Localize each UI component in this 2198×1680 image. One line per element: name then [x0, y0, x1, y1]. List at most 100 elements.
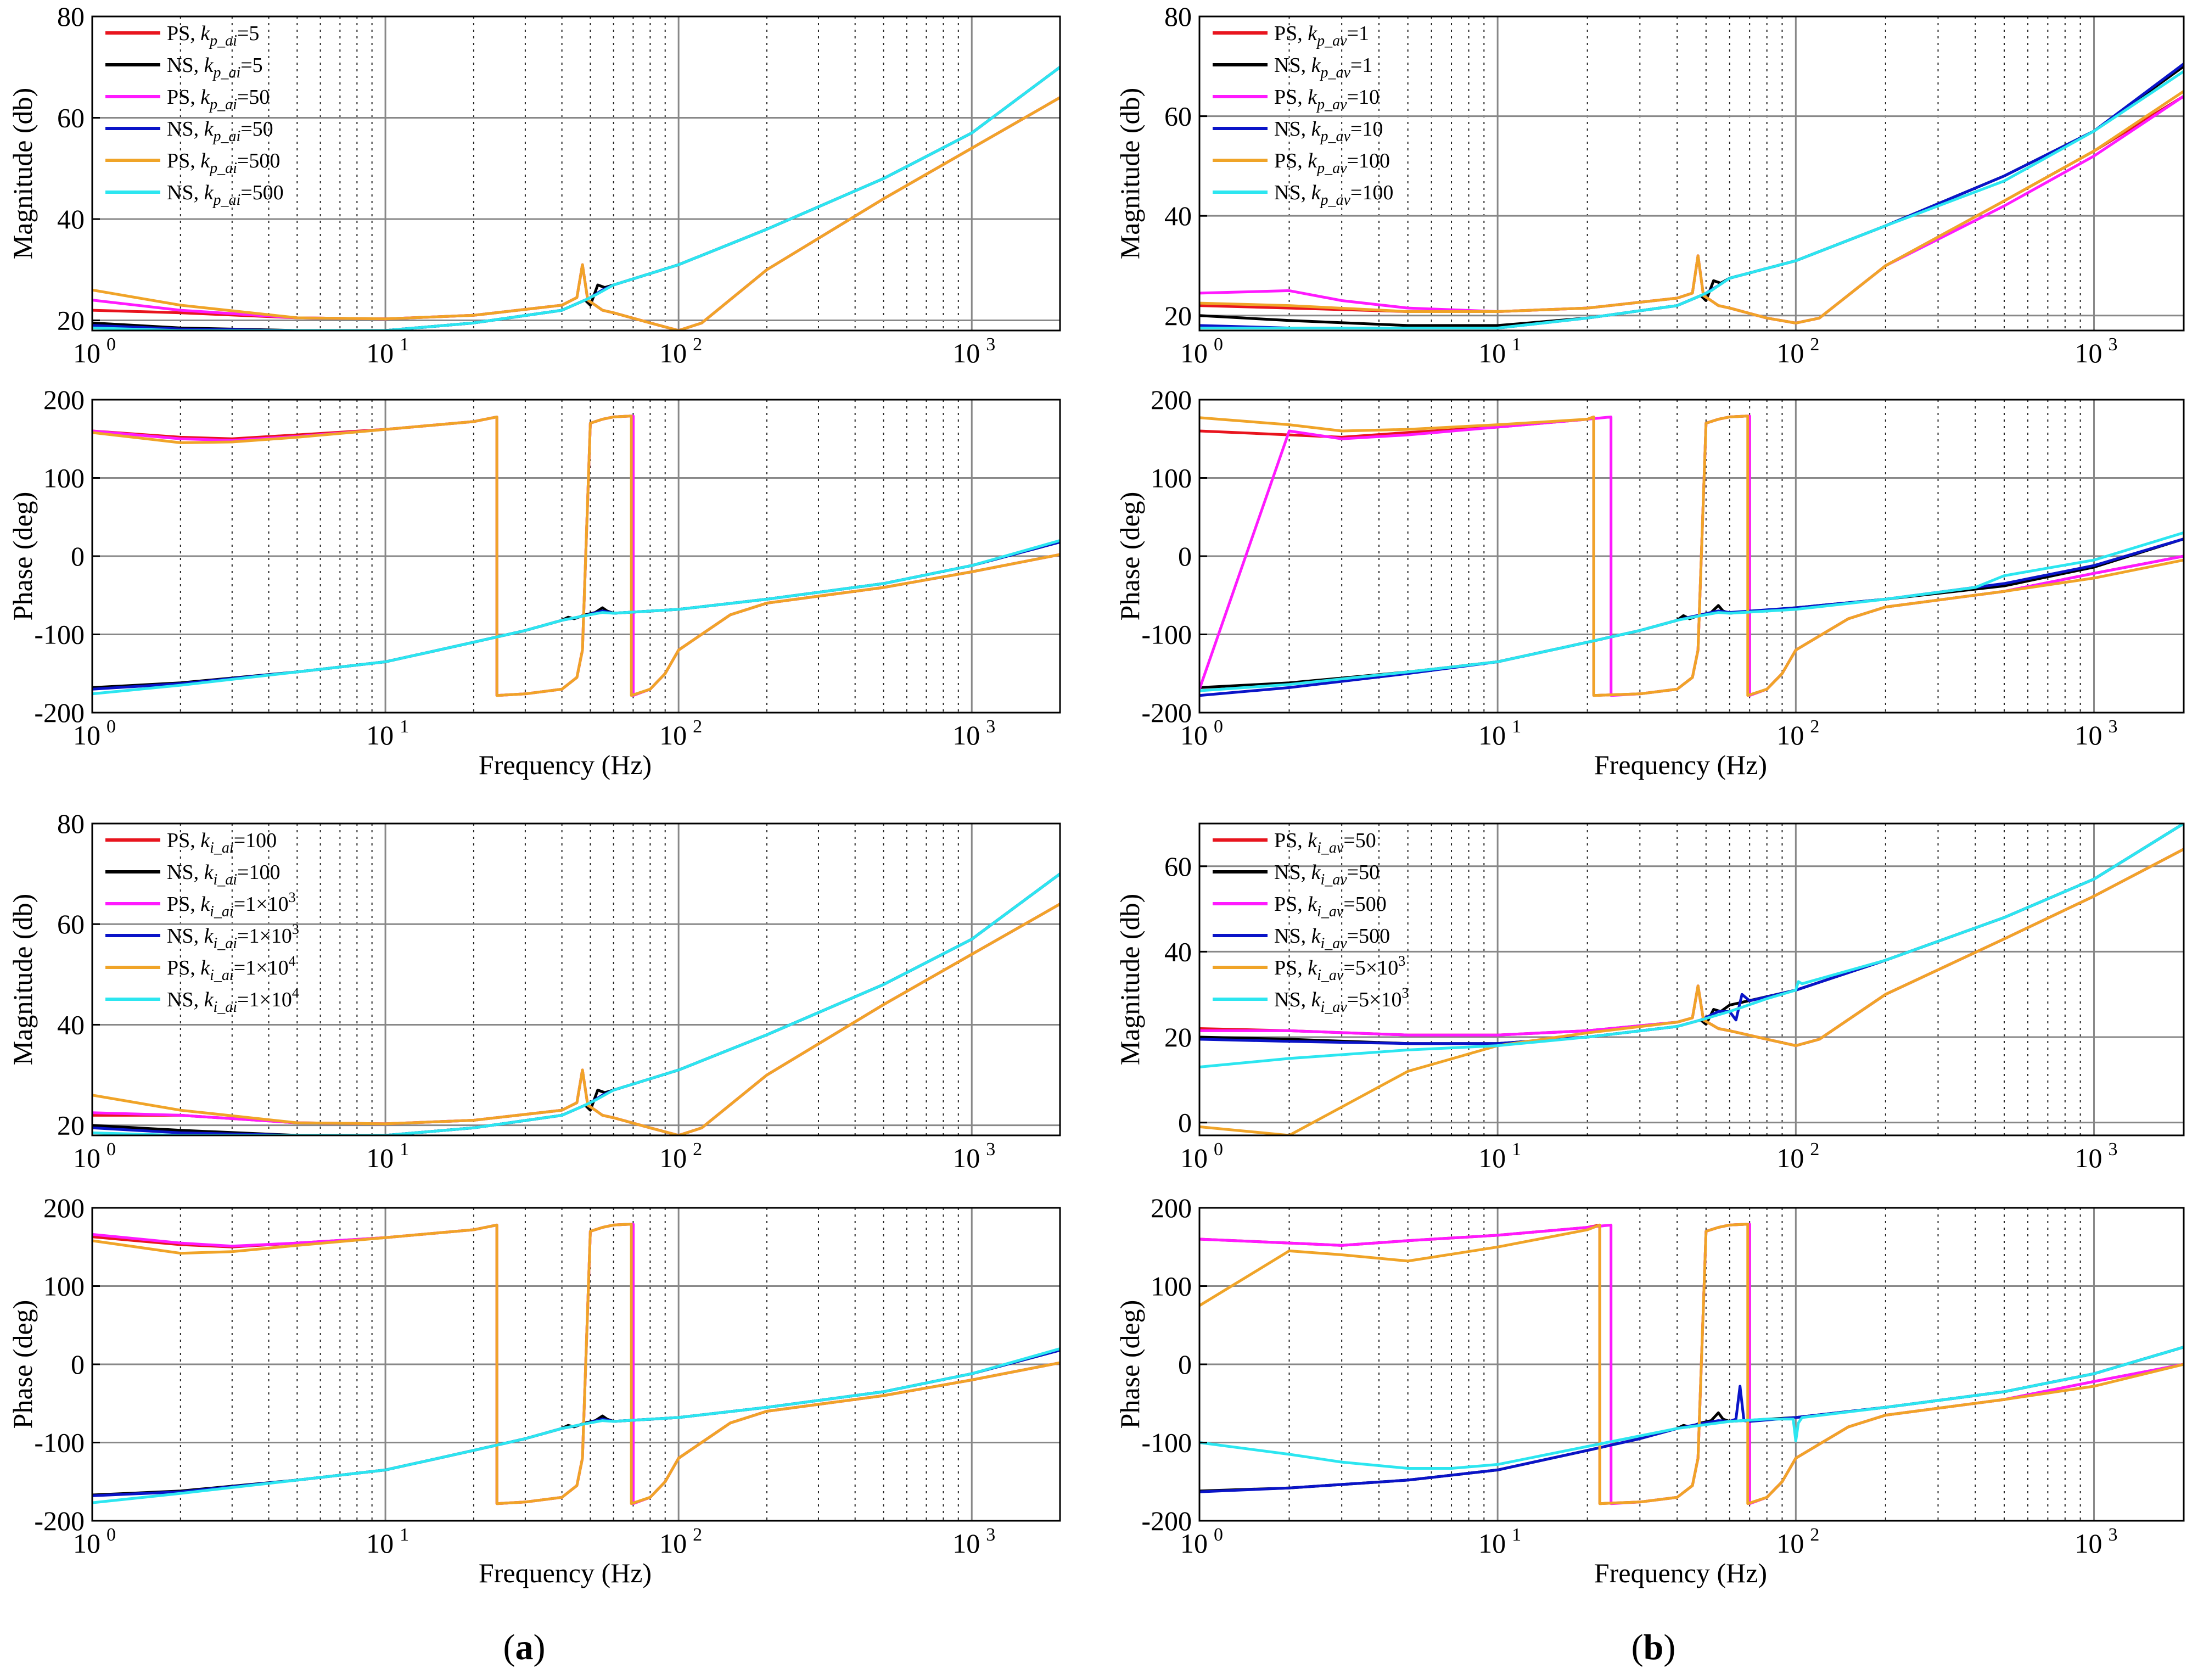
y-tick-label: 200: [43, 1192, 85, 1223]
series-group: [1199, 1223, 2184, 1505]
x-tick-label: 10: [2074, 1143, 2102, 1173]
x-tick-exponent: 3: [986, 334, 995, 355]
y-axis-label: Phase (deg): [1114, 492, 1145, 621]
y-tick-label: 20: [57, 1110, 85, 1141]
caption-b: (b): [1631, 1627, 1676, 1667]
x-tick-exponent: 2: [693, 334, 702, 355]
y-tick-label: 80: [1164, 1, 1192, 32]
x-tick-label: 10: [659, 1528, 687, 1559]
series-line-6: [1199, 824, 2184, 1068]
x-tick-exponent: 2: [693, 1525, 702, 1545]
x-tick-label: 10: [2074, 338, 2102, 368]
legend-entry: PS, ki_ai​=1×104​: [167, 953, 296, 984]
legend-entry: PS, kp_ai​=5: [167, 22, 259, 49]
x-tick-label: 10: [2074, 1528, 2102, 1559]
x-tick-exponent: 1: [400, 334, 409, 355]
y-tick-label: -200: [1141, 1505, 1192, 1536]
x-tick-label: 10: [1776, 1143, 1804, 1173]
series-line-5: [92, 903, 1060, 1135]
x-tick-label: 10: [1478, 1143, 1506, 1173]
x-tick-label: 10: [366, 1528, 394, 1559]
y-tick-label: 200: [1151, 1192, 1192, 1223]
x-tick-label: 10: [1180, 1528, 1208, 1559]
x-tick-label: 10: [1478, 720, 1506, 751]
x-tick-label: 10: [952, 1143, 980, 1173]
x-tick-label: 10: [366, 1143, 394, 1173]
legend-entry: PS, ki_ai​=100: [167, 829, 277, 856]
y-axis-label: Phase (deg): [7, 1300, 38, 1429]
x-tick-label: 10: [1478, 338, 1506, 368]
x-tick-exponent: 1: [400, 1139, 409, 1160]
series-line-6: [1199, 531, 2184, 692]
x-axis-label: Frequency (Hz): [479, 749, 652, 780]
legend: PS, kp_av​=1 NS, kp_av​=1 PS, kp_av​=10 NS,…: [1213, 22, 1393, 209]
legend-entry: NS, ki_av​=500: [1274, 925, 1390, 952]
x-tick-label: 10: [1180, 1143, 1208, 1173]
x-tick-exponent: 0: [106, 716, 116, 737]
legend: PS, kp_ai​=5 NS, kp_ai​=5 PS, kp_ai​=50 NS,…: [105, 22, 284, 209]
legend-entry: PS, ki_ai​=1×103​: [167, 889, 296, 920]
y-tick-label: 0: [1178, 1107, 1192, 1138]
y-tick-label: 100: [1151, 463, 1192, 494]
x-tick-label: 10: [366, 338, 394, 368]
x-axis-label: Frequency (Hz): [1594, 749, 1767, 780]
series-line-6: [1199, 70, 2184, 329]
x-tick-exponent: 3: [2108, 1525, 2117, 1545]
x-tick-label: 10: [952, 720, 980, 751]
x-tick-exponent: 0: [1214, 716, 1223, 737]
x-tick-label: 10: [1776, 1528, 1804, 1559]
legend-entry: PS, kp_ai​=500: [167, 149, 280, 177]
x-tick-exponent: 3: [2108, 716, 2117, 737]
x-tick-label: 10: [366, 720, 394, 751]
y-axis-label: Phase (deg): [7, 492, 38, 621]
y-tick-label: 200: [43, 384, 85, 415]
x-tick-exponent: 3: [2108, 1139, 2117, 1160]
legend-entry: NS, ki_ai​=1×104​: [167, 985, 299, 1016]
legend-entry: NS, ki_av​=5×103​: [1274, 985, 1409, 1016]
y-tick-label: 0: [71, 1349, 85, 1380]
series-line-6: [92, 66, 1060, 331]
legend-entry: NS, ki_ai​=100: [167, 861, 280, 888]
y-tick-label: 40: [1164, 200, 1192, 231]
x-tick-exponent: 1: [1512, 716, 1521, 737]
legend-entry: PS, ki_av​=5×103​: [1274, 953, 1405, 984]
plot-frame: [91, 15, 1061, 332]
series-line-5: [1199, 90, 2184, 324]
y-axis-label: Phase (deg): [1114, 1300, 1145, 1429]
y-tick-label: 60: [57, 103, 85, 133]
x-tick-label: 10: [73, 1528, 100, 1559]
y-tick-label: -200: [34, 1505, 85, 1536]
x-tick-exponent: 3: [2108, 334, 2117, 355]
plot-area: [92, 824, 1060, 1135]
x-tick-label: 10: [1776, 720, 1804, 751]
series-line-6: [92, 1347, 1060, 1504]
legend-entry: NS, kp_av​=100: [1274, 181, 1393, 209]
x-tick-exponent: 0: [106, 1525, 116, 1545]
y-tick-label: 0: [1178, 541, 1192, 572]
x-tick-exponent: 1: [400, 1525, 409, 1545]
series-line-5: [1199, 415, 2184, 697]
x-tick-label: 10: [1180, 720, 1208, 751]
x-tick-exponent: 2: [693, 1139, 702, 1160]
x-tick-label: 10: [659, 1143, 687, 1173]
x-tick-exponent: 0: [106, 334, 116, 355]
series-line-5: [92, 96, 1060, 331]
x-tick-exponent: 3: [986, 716, 995, 737]
plot-frame: [91, 822, 1061, 1136]
x-tick-exponent: 2: [1810, 1139, 1819, 1160]
series-line-6: [92, 872, 1060, 1135]
series-line-5: [92, 1223, 1060, 1505]
y-tick-label: 100: [43, 463, 85, 494]
y-tick-label: 0: [1178, 1349, 1192, 1380]
x-tick-exponent: 3: [986, 1525, 995, 1545]
x-axis-label: Frequency (Hz): [1594, 1558, 1767, 1588]
series-group: [92, 66, 1060, 331]
legend-entry: NS, kp_av​=1: [1274, 54, 1372, 81]
